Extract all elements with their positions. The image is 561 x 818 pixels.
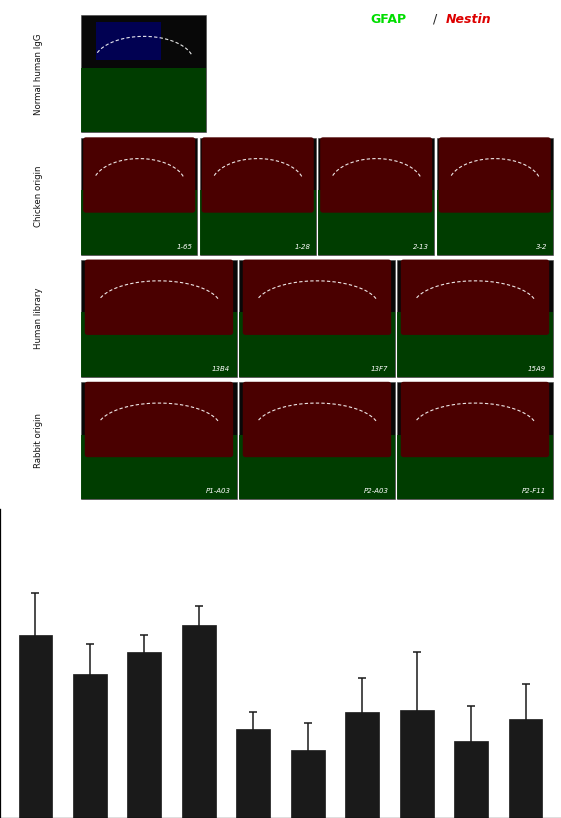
Bar [397, 260, 553, 377]
Text: Rabbit origin: Rabbit origin [34, 413, 43, 468]
Text: /: / [429, 13, 442, 25]
Bar [437, 191, 553, 254]
Bar [81, 191, 197, 254]
Bar [240, 312, 394, 377]
Text: GFAP: GFAP [370, 13, 406, 25]
Bar [81, 434, 237, 499]
Bar [346, 712, 379, 818]
FancyBboxPatch shape [401, 382, 549, 457]
Bar [240, 260, 394, 377]
Text: Chicken origin: Chicken origin [34, 165, 43, 227]
FancyBboxPatch shape [243, 382, 391, 457]
FancyBboxPatch shape [85, 382, 233, 457]
Text: 1-28: 1-28 [295, 244, 311, 250]
Bar [81, 260, 237, 377]
FancyBboxPatch shape [201, 137, 314, 213]
Text: 13F7: 13F7 [371, 366, 388, 372]
Bar [200, 137, 315, 254]
FancyBboxPatch shape [401, 259, 549, 335]
Bar [81, 137, 197, 254]
Text: 3-2: 3-2 [536, 244, 548, 250]
Bar [291, 750, 325, 818]
Text: 15A9: 15A9 [528, 366, 546, 372]
Bar [200, 191, 315, 254]
Bar [509, 719, 542, 818]
Bar [182, 625, 215, 818]
Text: 13B4: 13B4 [212, 366, 231, 372]
Bar [397, 434, 553, 499]
Bar [81, 382, 237, 499]
Bar [81, 16, 206, 133]
Text: 2-13: 2-13 [413, 244, 430, 250]
Text: P2-A03: P2-A03 [364, 488, 388, 494]
Text: Human library: Human library [34, 288, 43, 349]
Bar [319, 137, 434, 254]
Bar [81, 312, 237, 377]
Text: Normal human IgG: Normal human IgG [34, 33, 43, 115]
FancyBboxPatch shape [243, 259, 391, 335]
Bar [437, 137, 553, 254]
Bar [400, 710, 434, 818]
Bar [319, 191, 434, 254]
Bar [454, 741, 488, 818]
Text: P1-A03: P1-A03 [205, 488, 231, 494]
Bar [397, 382, 553, 499]
Bar [240, 434, 394, 499]
FancyBboxPatch shape [439, 137, 551, 213]
Bar [96, 22, 161, 60]
Bar [397, 312, 553, 377]
Text: 1-65: 1-65 [176, 244, 192, 250]
Bar [240, 382, 394, 499]
Text: Nestin: Nestin [446, 13, 491, 25]
Bar [127, 652, 161, 818]
Bar [236, 730, 270, 818]
FancyBboxPatch shape [320, 137, 432, 213]
FancyBboxPatch shape [83, 137, 195, 213]
Text: P2-F11: P2-F11 [522, 488, 546, 494]
FancyBboxPatch shape [85, 259, 233, 335]
Bar [81, 68, 206, 133]
Bar [19, 635, 52, 818]
Bar [73, 674, 107, 818]
